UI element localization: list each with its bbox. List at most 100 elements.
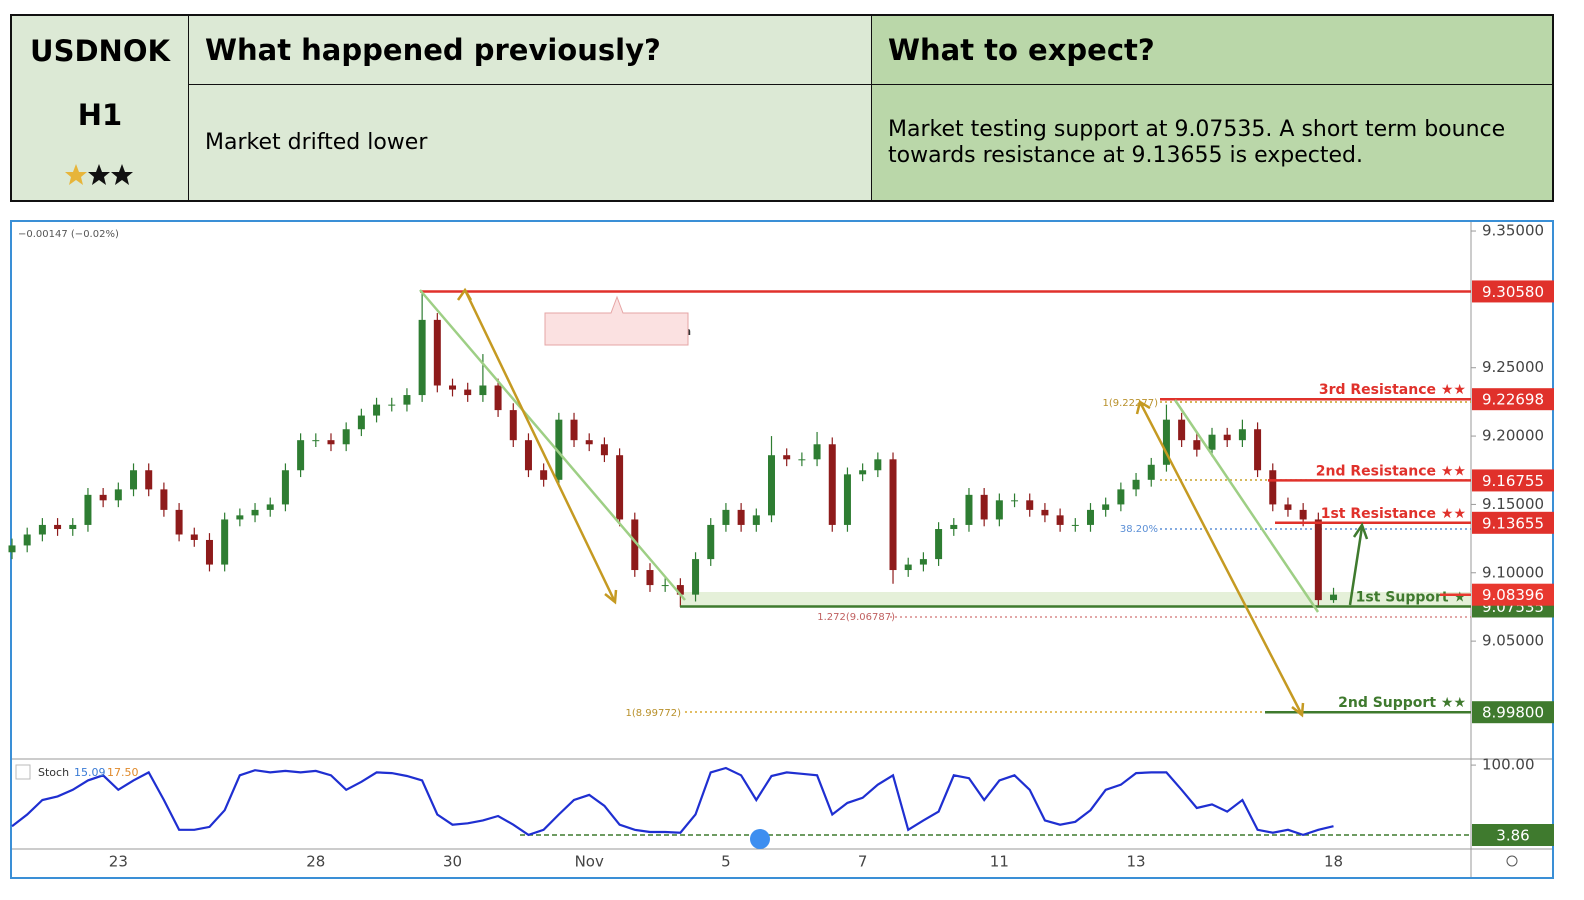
level-label: 9.22698 — [1482, 391, 1544, 409]
level-label-box — [1472, 388, 1554, 411]
level-name: 1st Support ★ — [1356, 589, 1466, 605]
arrow-head — [456, 287, 473, 301]
candle-body — [1314, 519, 1322, 601]
candle-body — [54, 524, 62, 530]
candle-body — [205, 539, 213, 565]
x-tick-label: 30 — [443, 853, 462, 871]
x-tick-label: 28 — [306, 853, 325, 871]
candle-body — [555, 419, 563, 480]
x-tick-label: 7 — [858, 853, 868, 871]
candle-body — [84, 494, 92, 525]
settings-button[interactable] — [1506, 855, 1518, 867]
candle-body — [1056, 515, 1064, 525]
candle-body — [1102, 504, 1110, 510]
candle-body — [1238, 429, 1246, 441]
candle-body — [357, 415, 365, 430]
candle-body — [1223, 434, 1231, 441]
candle-body — [145, 470, 153, 490]
x-tick-label: 5 — [721, 853, 731, 871]
candle-body — [449, 385, 457, 390]
annotation: 1(9.22277) — [1102, 398, 1158, 409]
change-text: −0.00147 (−0.02%) — [18, 229, 119, 240]
control-button[interactable] — [750, 829, 770, 849]
summary-table: USDNOK H1 What happened previously? What… — [10, 14, 1554, 202]
candle-body — [540, 470, 548, 480]
candle-body — [950, 524, 958, 530]
candle-body — [418, 319, 426, 396]
x-tick-label: Nov — [575, 853, 604, 871]
candle-body — [859, 470, 867, 475]
candle-body — [995, 500, 1003, 520]
cell: Market testing support at 9.07535. A sho… — [872, 85, 1552, 200]
symbol-cell: USDNOK H1 — [12, 16, 189, 200]
level-label: 9.30580 — [1482, 283, 1544, 301]
trend-line — [1173, 399, 1320, 613]
stoch-line — [11, 766, 1334, 837]
candle-body — [904, 564, 912, 571]
drawings — [685, 401, 1471, 713]
candle-body — [828, 444, 836, 525]
x-tick-label: 23 — [109, 853, 128, 871]
candle-body — [1147, 464, 1155, 480]
candle-body — [1086, 509, 1094, 525]
y-tick-label: 9.05000 — [1482, 632, 1544, 650]
candle-body — [433, 319, 441, 386]
marks: −0.00147 (−0.02%) 9.35000 9.25000 9.20000 9.… — [8, 222, 1554, 871]
candle-body — [114, 489, 122, 501]
candle-body — [403, 395, 411, 405]
candle-body — [843, 474, 851, 525]
annotation: 1(8.99772) — [625, 708, 681, 719]
candle-body — [631, 519, 639, 571]
level-name: 3rd Resistance ★★ — [1319, 382, 1466, 398]
y-tick-label: 9.10000 — [1482, 563, 1544, 581]
candle-body — [1071, 524, 1079, 526]
candle-body — [464, 389, 472, 396]
candle-body — [570, 419, 578, 441]
candle-body — [1117, 489, 1125, 505]
y-tick-label: 9.35000 — [1482, 222, 1544, 240]
support-zone — [680, 592, 1471, 606]
candle-body — [99, 494, 107, 501]
candle-body — [312, 440, 320, 442]
candle-body — [388, 404, 396, 406]
candle-body — [798, 459, 806, 461]
bounce-arrow — [1348, 526, 1364, 606]
candle-body — [494, 385, 502, 411]
level-label: 9.16755 — [1482, 472, 1544, 490]
y-tick-label: 9.20000 — [1482, 427, 1544, 445]
legend-label: Stoch — [38, 766, 69, 779]
trend-line — [419, 289, 686, 601]
level-label-box — [1472, 280, 1554, 303]
candle-body — [1026, 500, 1034, 510]
candle-body — [1284, 504, 1292, 510]
projection-arrow — [1138, 401, 1304, 716]
candle-body — [221, 519, 229, 565]
symbol: USDNOK — [30, 34, 170, 68]
level-name: 2nd Support ★★ — [1338, 695, 1466, 711]
candle-body — [8, 545, 16, 553]
level-label-box — [1472, 824, 1554, 847]
candle-body — [1330, 594, 1338, 601]
level-name: 2nd Resistance ★★ — [1316, 463, 1466, 479]
level-label: 9.08396 — [1482, 586, 1544, 604]
collapse-button[interactable] — [15, 764, 31, 780]
candle-body — [919, 559, 927, 565]
chart-controls — [15, 764, 1518, 867]
header: What to expect? — [872, 16, 1552, 85]
candle-body — [266, 504, 274, 510]
candle-body — [600, 444, 608, 456]
candle-body — [23, 534, 31, 546]
projection-arrow — [463, 289, 617, 603]
trend-drawings — [419, 287, 1369, 718]
level-label: 9.13655 — [1482, 514, 1544, 532]
candle-body — [342, 429, 350, 445]
candle-body — [327, 440, 335, 445]
arrow-head — [1352, 522, 1369, 540]
level-label-box — [1472, 469, 1554, 492]
level-label: 8.99800 — [1482, 704, 1544, 722]
annotation: 1.272(9.06787) — [817, 612, 895, 623]
header: What happened previously? — [189, 16, 872, 85]
candle-body — [509, 410, 517, 441]
